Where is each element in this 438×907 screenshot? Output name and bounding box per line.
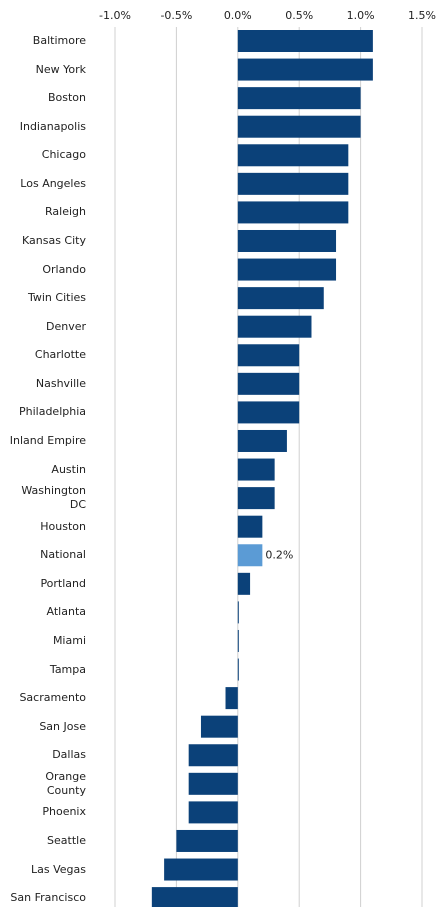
bar	[188, 801, 238, 824]
x-tick-label: 1.0%	[347, 9, 375, 22]
category-label: Twin Cities	[27, 291, 86, 305]
bar	[237, 315, 312, 338]
bar	[151, 887, 238, 907]
bar	[237, 344, 300, 367]
bar	[188, 772, 238, 795]
category-label: Charlotte	[34, 348, 86, 362]
bar	[237, 201, 349, 224]
category-label: Indianapolis	[19, 119, 86, 133]
category-label: Atlanta	[46, 605, 86, 619]
bar	[237, 172, 349, 195]
x-tick-label: 0.5%	[285, 9, 313, 22]
bar	[237, 258, 337, 281]
bar	[237, 287, 324, 310]
category-label: Raleigh	[45, 205, 86, 219]
category-label: New York	[35, 62, 86, 76]
bar	[237, 429, 287, 452]
category-label: Boston	[47, 91, 86, 105]
bar	[237, 544, 263, 567]
category-label: Houston	[40, 519, 86, 533]
bar	[237, 458, 275, 481]
category-label: Washington DC	[21, 484, 86, 512]
bar	[237, 229, 337, 252]
bar	[237, 144, 349, 167]
category-label: Denver	[45, 319, 86, 333]
bar	[164, 858, 238, 881]
category-label: Miami	[52, 633, 86, 647]
category-label: Dallas	[52, 748, 86, 762]
bar	[200, 715, 238, 738]
x-tick-label: -1.0%	[99, 9, 131, 22]
category-label: Orange County	[45, 769, 86, 797]
category-label: Sacramento	[19, 691, 86, 705]
bar	[237, 515, 263, 538]
bar	[237, 401, 300, 424]
value-label: 0.2%	[265, 548, 293, 561]
category-label: Kansas City	[22, 233, 86, 247]
bar	[237, 629, 239, 652]
category-label: Seattle	[47, 833, 86, 847]
category-label: Austin	[51, 462, 86, 476]
category-label: Los Angeles	[20, 176, 86, 190]
x-tick-label: 0.0%	[224, 9, 252, 22]
category-label: Tampa	[49, 662, 86, 676]
bar	[237, 115, 361, 138]
bar	[225, 687, 238, 710]
category-label: San Francisco	[10, 891, 86, 905]
x-tick-label: 1.5%	[408, 9, 436, 22]
category-label: Inland Empire	[9, 433, 86, 447]
bar	[237, 487, 275, 510]
category-label: Nashville	[35, 376, 86, 390]
bar	[176, 829, 238, 852]
bar	[188, 744, 238, 767]
x-tick-label: -0.5%	[160, 9, 192, 22]
category-label: Las Vegas	[31, 862, 86, 876]
category-label: National	[40, 548, 86, 562]
bar	[237, 572, 251, 595]
category-label: Phoenix	[42, 805, 86, 819]
bar	[237, 58, 373, 81]
bar	[237, 372, 300, 395]
category-label: Philadelphia	[18, 405, 86, 419]
category-label: Baltimore	[32, 34, 86, 47]
bar	[237, 30, 373, 52]
category-label: Portland	[40, 576, 86, 590]
bar	[237, 658, 239, 681]
category-label: San Jose	[39, 719, 86, 733]
bar	[237, 601, 239, 624]
category-label: Orlando	[42, 262, 86, 276]
category-label: Chicago	[41, 148, 86, 162]
bar	[237, 87, 361, 110]
